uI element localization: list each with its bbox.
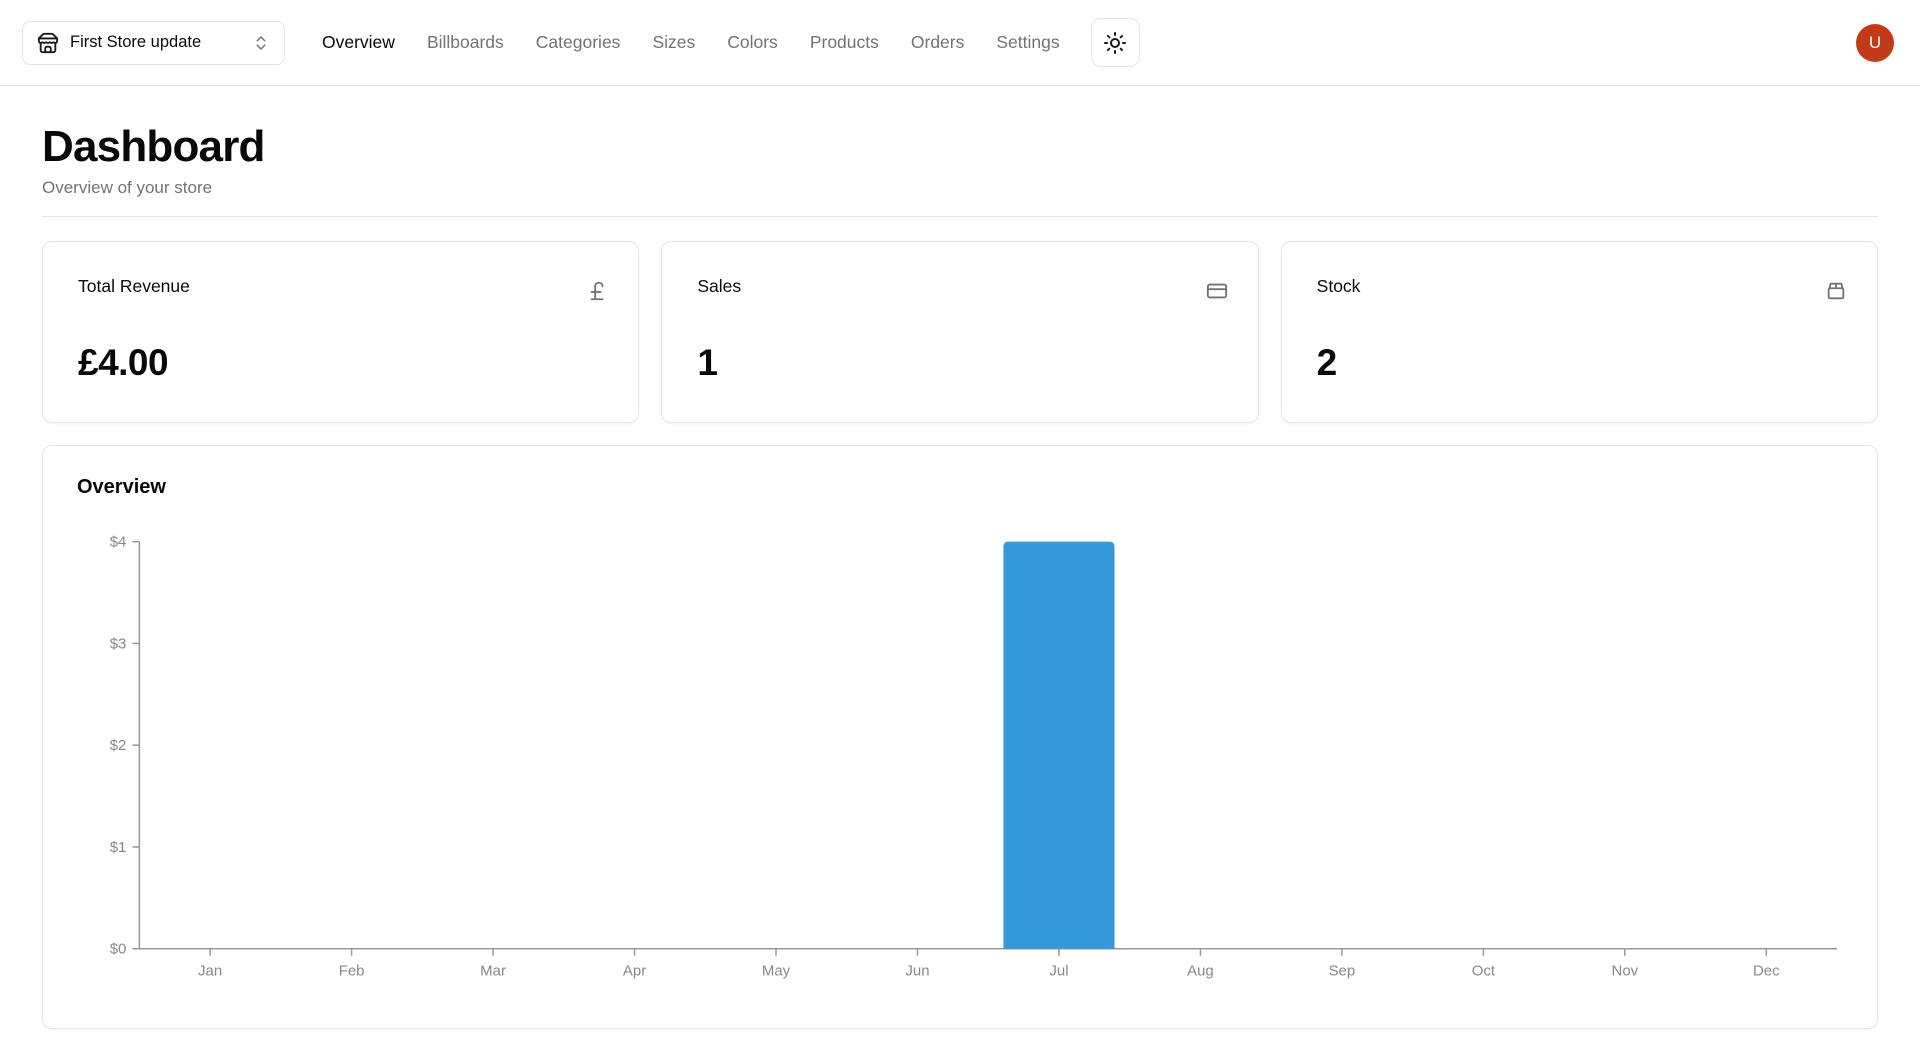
svg-text:$3: $3 [110, 635, 127, 652]
stock-card: Stock 2 [1280, 240, 1878, 423]
stat-card-value: 2 [1316, 341, 1338, 383]
dashboard-page: Dashboard Overview of your store Total R… [0, 122, 1920, 1029]
nav-item-categories[interactable]: Categories [535, 32, 621, 52]
svg-text:Feb: Feb [339, 962, 365, 979]
nav-item-orders[interactable]: Orders [910, 32, 965, 52]
overview-bar-chart: $0 $1 $2 $3 $4 Jan Feb Mar Apr May Jun Jul Aug Sep Oct… [110, 533, 1838, 979]
stat-card-value: 1 [697, 341, 718, 383]
sun-icon [1104, 31, 1127, 54]
svg-text:$1: $1 [110, 839, 127, 856]
nav-item-overview[interactable]: Overview [322, 32, 395, 52]
svg-text:Nov: Nov [1612, 962, 1639, 979]
total-revenue-card: Total Revenue £4.00 [42, 240, 640, 423]
nav-item-billboards[interactable]: Billboards [426, 32, 504, 52]
svg-text:Oct: Oct [1472, 962, 1496, 979]
user-avatar[interactable]: U [1856, 23, 1894, 62]
overview-chart-card: Overview $0 $1 $2 $3 $4 Jan Feb Mar Apr May Jun Jul… [42, 444, 1878, 1029]
svg-text:$2: $2 [110, 737, 127, 754]
svg-text:May: May [762, 962, 791, 979]
nav-item-sizes[interactable]: Sizes [652, 32, 696, 52]
package-icon [1827, 282, 1845, 299]
svg-text:Mar: Mar [480, 962, 506, 979]
stat-card-title: Sales [697, 275, 742, 296]
theme-toggle-button[interactable] [1090, 18, 1140, 67]
svg-text:Jun: Jun [905, 962, 929, 979]
stat-card-value: £4.00 [78, 341, 169, 383]
store-selector-label: First Store update [70, 33, 202, 51]
bar-jul[interactable] [1003, 541, 1115, 949]
page-subtitle: Overview of your store [42, 177, 213, 197]
navbar: First Store update Overview Billboards C… [0, 0, 1920, 86]
store-selector-button[interactable]: First Store update [22, 20, 285, 65]
stats-grid: Total Revenue £4.00 Sales 1 Stock [42, 240, 1878, 423]
chevrons-up-down-icon [256, 35, 266, 50]
stat-card-title: Total Revenue [78, 275, 190, 296]
svg-text:Apr: Apr [623, 962, 646, 979]
svg-text:Dec: Dec [1753, 962, 1780, 979]
svg-text:Jul: Jul [1049, 962, 1068, 979]
svg-text:Jan: Jan [198, 962, 222, 979]
nav-item-products[interactable]: Products [809, 32, 879, 52]
svg-text:Sep: Sep [1329, 962, 1356, 979]
svg-text:Aug: Aug [1187, 962, 1214, 979]
store-icon [37, 32, 59, 53]
sales-card: Sales 1 [661, 240, 1259, 423]
main-nav: Overview Billboards Categories Sizes Col… [322, 32, 1060, 53]
pound-sterling-icon [590, 281, 604, 300]
nav-item-settings[interactable]: Settings [996, 32, 1060, 52]
page-title: Dashboard [42, 122, 265, 171]
nav-item-colors[interactable]: Colors [727, 32, 778, 52]
stat-card-title: Stock [1316, 275, 1361, 296]
credit-card-icon [1206, 283, 1227, 298]
svg-text:$0: $0 [110, 940, 127, 957]
overview-card-title: Overview [77, 475, 166, 498]
svg-text:$4: $4 [110, 533, 127, 550]
separator [42, 215, 1878, 217]
